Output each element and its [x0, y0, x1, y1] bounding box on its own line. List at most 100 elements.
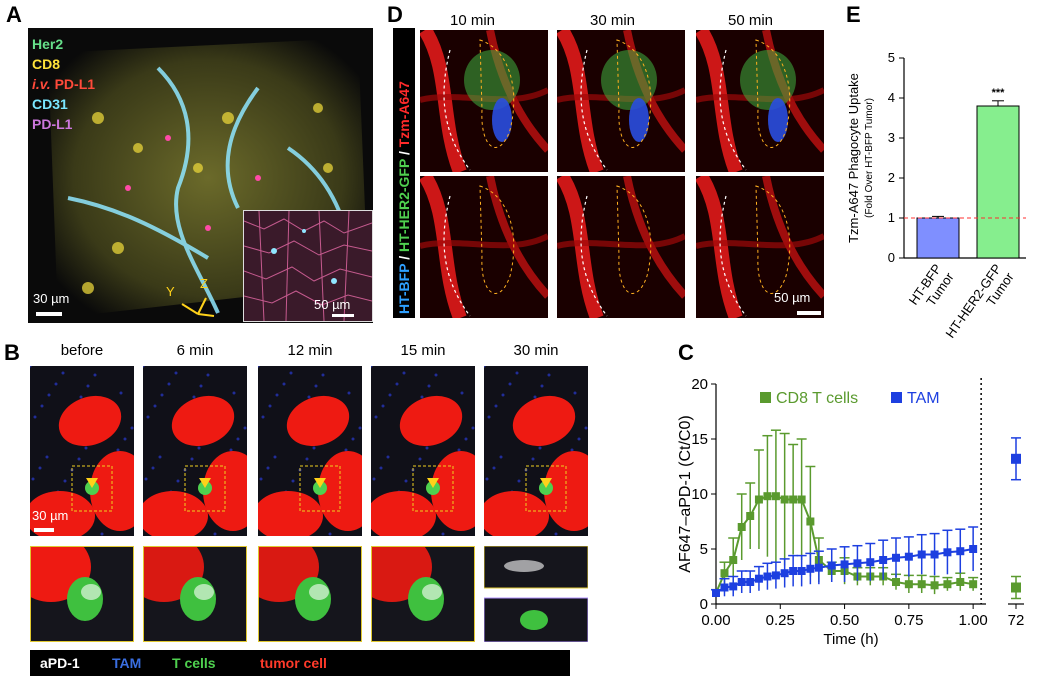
panel-a-inset-image: 50 µm	[243, 210, 373, 322]
panel-a-channel-legend: Her2 CD8 i.v. PD-L1 CD31 PD-L1	[32, 34, 95, 134]
c-point	[754, 495, 763, 504]
panel-label-e: E	[846, 2, 861, 27]
panel-label-b: B	[4, 340, 20, 365]
panel-b-time-4: 15 min	[400, 342, 446, 359]
label-ht-bfp: HT-BFP	[396, 263, 412, 314]
e-ytick-label: 1	[888, 210, 895, 225]
legend-apd1: aPD-1	[40, 655, 80, 671]
panel-label-c: C	[678, 340, 694, 365]
panel-d-side-label: HT-BFP / HT-HER2-GFP / Tzm-A647	[393, 28, 415, 318]
c-ytick-label: 20	[691, 376, 708, 393]
e-ytick-label: 0	[888, 250, 895, 265]
c-point	[892, 553, 900, 562]
panel-b-zoom-1	[30, 546, 134, 642]
c-point	[771, 492, 780, 501]
c-point	[712, 589, 720, 597]
c-legend-marker-2	[891, 392, 902, 403]
label-ht-her2-gfp: HT-HER2-GFP	[396, 158, 412, 253]
c-point	[930, 581, 939, 590]
legend-tcells: T cells	[172, 655, 216, 671]
panel-b-time-3: 12 min	[287, 342, 333, 359]
panel-d-time-10: 10 min	[450, 12, 496, 29]
c-point	[879, 556, 888, 564]
panel-d-tile-r2-c1	[420, 176, 548, 318]
legend-tumor-cell: tumor cell	[260, 655, 327, 671]
c-point	[746, 578, 755, 586]
panel-d-scale-label: 50 µm	[774, 290, 811, 305]
label-tzm-a647: Tzm-A647	[396, 81, 412, 148]
c-ytick-label: 15	[691, 431, 708, 448]
c-point	[720, 569, 729, 578]
c-point	[904, 552, 913, 561]
c-point	[754, 574, 763, 583]
c-legend-label-1: CD8 T cells	[776, 390, 858, 407]
legend-cd31: CD31	[32, 96, 68, 112]
c-point	[797, 567, 806, 575]
panel-b-time-2: 6 min	[176, 342, 214, 359]
panel-d-scale-bar	[797, 311, 821, 315]
e-ytick-label: 2	[888, 170, 895, 185]
c-ytick-label: 10	[691, 486, 708, 503]
panel-b-zoom-3	[258, 546, 362, 642]
panel-b-zoom-2	[143, 546, 247, 642]
c-point	[827, 561, 836, 570]
label-sep-2: /	[396, 147, 412, 159]
c-ytick-label: 0	[700, 596, 708, 613]
c-point	[720, 583, 729, 592]
panel-label-d: D	[387, 2, 403, 27]
c-point	[930, 550, 939, 559]
panel-d-time-30: 30 min	[590, 12, 636, 29]
legend-pdl1: PD-L1	[32, 116, 73, 132]
panel-d-tile-r2-c2	[557, 176, 685, 318]
panel-b-time-5: 30 min	[513, 342, 559, 359]
c-point-72	[1011, 582, 1021, 593]
panel-b-tile-3	[258, 366, 362, 536]
panel-d-time-50: 50 min	[728, 12, 774, 29]
c-point	[956, 547, 965, 556]
panel-a-scale-bar	[36, 312, 62, 316]
panel-b-scale-bar	[34, 528, 54, 532]
c-legend-marker-1	[760, 392, 771, 403]
panel-label-a: A	[6, 2, 22, 27]
panel-c-line-chart: 0 5 10 15 20 0.00 0.25 0.50 0.75 1.00 72 CD8 T cell…	[677, 376, 1024, 648]
c-ytick-label: 5	[700, 541, 708, 558]
panel-b-tile-1: 30 µm	[30, 366, 134, 536]
panel-b-tile-2	[143, 366, 247, 536]
c-legend-label-2: TAM	[907, 390, 940, 407]
panel-b-tile-4	[371, 366, 475, 536]
e-category-label-1: HT-BFPTumor	[906, 261, 957, 317]
axis-y-label: Y	[166, 284, 175, 299]
c-xtick-label: 1.00	[959, 612, 988, 629]
panel-d-tile-r1-c1	[420, 30, 548, 172]
panel-a-scale-label: 30 µm	[33, 291, 70, 306]
c-point	[789, 495, 798, 504]
legend-iv-pdl1: i.v. PD-L1	[32, 76, 96, 92]
c-point	[917, 580, 926, 589]
panel-b-zoom-5	[484, 546, 588, 642]
panel-d-tile-r2-c3	[696, 176, 824, 318]
c-point	[763, 572, 772, 581]
e-ytick-label: 4	[888, 90, 895, 105]
c-point	[789, 567, 798, 575]
panel-b-zoom-4	[371, 546, 475, 642]
e-ylabel: Tzm-A647 Phagocyte Uptake	[846, 73, 861, 243]
c-point	[969, 545, 978, 553]
label-sep-1: /	[396, 252, 412, 264]
axis-triad-icon	[181, 297, 215, 317]
c-point	[737, 578, 746, 586]
c-ylabel: AF647–aPD-1 (Ct/C0)	[677, 415, 694, 572]
c-point	[943, 548, 952, 557]
c-xlabel: Time (h)	[823, 631, 878, 648]
c-point	[771, 571, 780, 580]
legend-tam: TAM	[112, 655, 142, 671]
c-point	[866, 558, 875, 567]
e-category-label-2: HT-HER2-GFPTumor	[942, 261, 1017, 350]
e-bar-1	[916, 217, 960, 259]
c-point	[737, 523, 746, 531]
e-ytick-label: 5	[888, 50, 895, 65]
legend-her2: Her2	[32, 36, 64, 52]
c-point-72	[1011, 453, 1021, 464]
e-ylabel-sub: (Fold Over HT-BFP Tumor)	[864, 98, 875, 218]
c-point	[806, 564, 815, 573]
